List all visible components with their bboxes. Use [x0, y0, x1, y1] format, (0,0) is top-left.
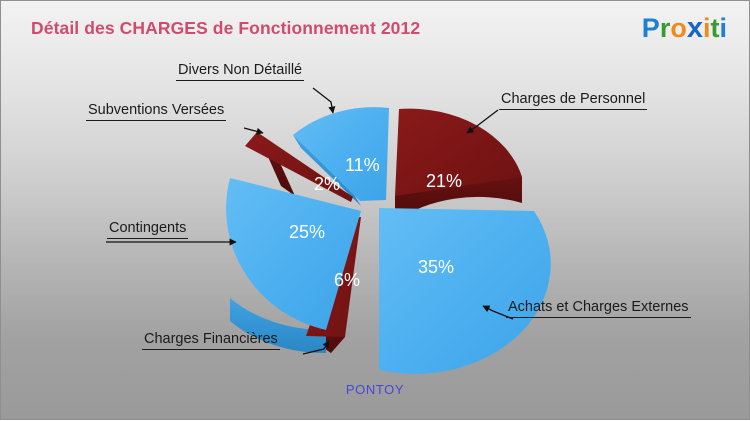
logo-letter-p: P [641, 13, 660, 43]
logo-letter-x: x [686, 12, 703, 44]
logo-letter-t: t [710, 13, 720, 43]
callout-charges-financieres[interactable]: Charges Financières [142, 331, 280, 350]
slice-top-achats-et-charges-externes[interactable] [379, 208, 551, 374]
value-label-achats-et-charges-externes: 35% [418, 257, 454, 277]
callout-contingents[interactable]: Contingents [107, 220, 189, 239]
slice-top-subventions-versees[interactable] [245, 132, 353, 202]
logo-letter-r: r [659, 13, 671, 43]
logo-letter-o: o [670, 13, 687, 43]
leader-charges-de-personnel [466, 109, 499, 134]
leader-charges-financieres [302, 340, 330, 355]
slice-top-divers-non-detaille[interactable] [293, 107, 389, 201]
callout-divers-non-detaille[interactable]: Divers Non Détaillé [176, 62, 305, 81]
commune-name: PONTOY [345, 382, 405, 397]
callout-subventions-versees[interactable]: Subventions Versées [86, 102, 227, 121]
callout-achats-et-charges-externes[interactable]: Achats et Charges Externes [506, 299, 691, 318]
slice-top-contingents[interactable] [226, 178, 361, 330]
value-label-charges-financieres: 6% [334, 270, 360, 290]
callout-charges-de-personnel[interactable]: Charges de Personnel [499, 91, 648, 110]
pie-slice-tops [226, 107, 551, 374]
value-label-divers-non-detaille: 11% [345, 155, 380, 175]
proxiti-logo[interactable]: Proxiti [642, 13, 727, 43]
slice-side-divers-non-detaille [293, 135, 361, 206]
value-label-charges-de-personnel: 21% [426, 171, 462, 191]
leader-achats-et-charges-externes [482, 305, 514, 320]
pie-value-labels: 21% 35% 6% 25% 2% 11% [289, 155, 462, 290]
slice-side-contingents [230, 298, 326, 354]
value-label-contingents: 25% [289, 222, 325, 242]
logo-letter-i2: i [719, 13, 727, 43]
callout-leaders [106, 87, 514, 355]
slice-top-charges-de-personnel[interactable] [395, 108, 522, 196]
leader-divers-non-detaille [312, 87, 336, 114]
page-title: Détail des CHARGES de Fonctionnement 201… [31, 18, 421, 38]
value-label-subventions-versees: 2% [314, 174, 340, 194]
logo-letter-i1: i [702, 13, 711, 43]
leader-subventions-versees [243, 127, 264, 135]
